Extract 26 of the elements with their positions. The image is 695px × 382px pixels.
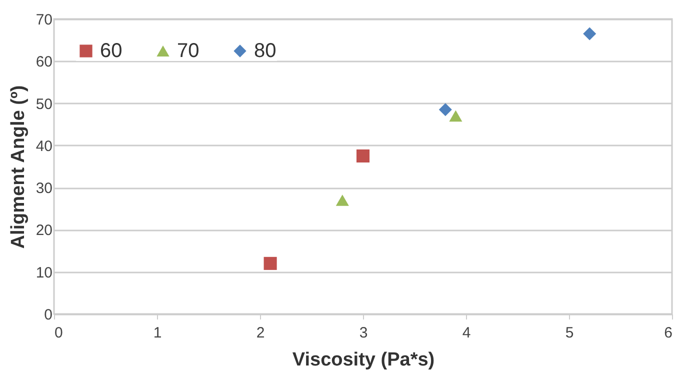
- y-axis-title: Aligment Angle (º): [8, 85, 29, 249]
- y-tick-label: 50: [36, 96, 52, 113]
- legend-label: 70: [177, 40, 200, 62]
- x-tick-label: 0: [54, 324, 63, 342]
- point: [583, 27, 596, 40]
- y-tick-label: 10: [36, 264, 52, 282]
- x-tick-label: 4: [462, 324, 471, 342]
- x-tick-label: 6: [664, 324, 672, 342]
- point: [438, 103, 452, 116]
- y-tick-label: 70: [36, 12, 52, 28]
- legend-label: 80: [254, 40, 276, 62]
- legend-label: 60: [100, 40, 122, 62]
- x-axis-title: Viscosity (Pa*s): [292, 350, 435, 370]
- y-tick-label: 40: [36, 138, 52, 155]
- point: [449, 110, 462, 122]
- x-tick-label: 2: [256, 324, 265, 342]
- point: [264, 256, 277, 270]
- x-tick-label: 5: [565, 324, 574, 342]
- x-tick-label: 1: [153, 324, 162, 342]
- point: [336, 194, 349, 206]
- y-tick-label: 60: [36, 54, 52, 71]
- y-tick-label: 0: [44, 306, 52, 324]
- x-tick-label: 3: [359, 324, 368, 342]
- point: [356, 149, 370, 162]
- y-tick-label: 30: [36, 180, 52, 198]
- y-tick-label: 20: [36, 222, 52, 240]
